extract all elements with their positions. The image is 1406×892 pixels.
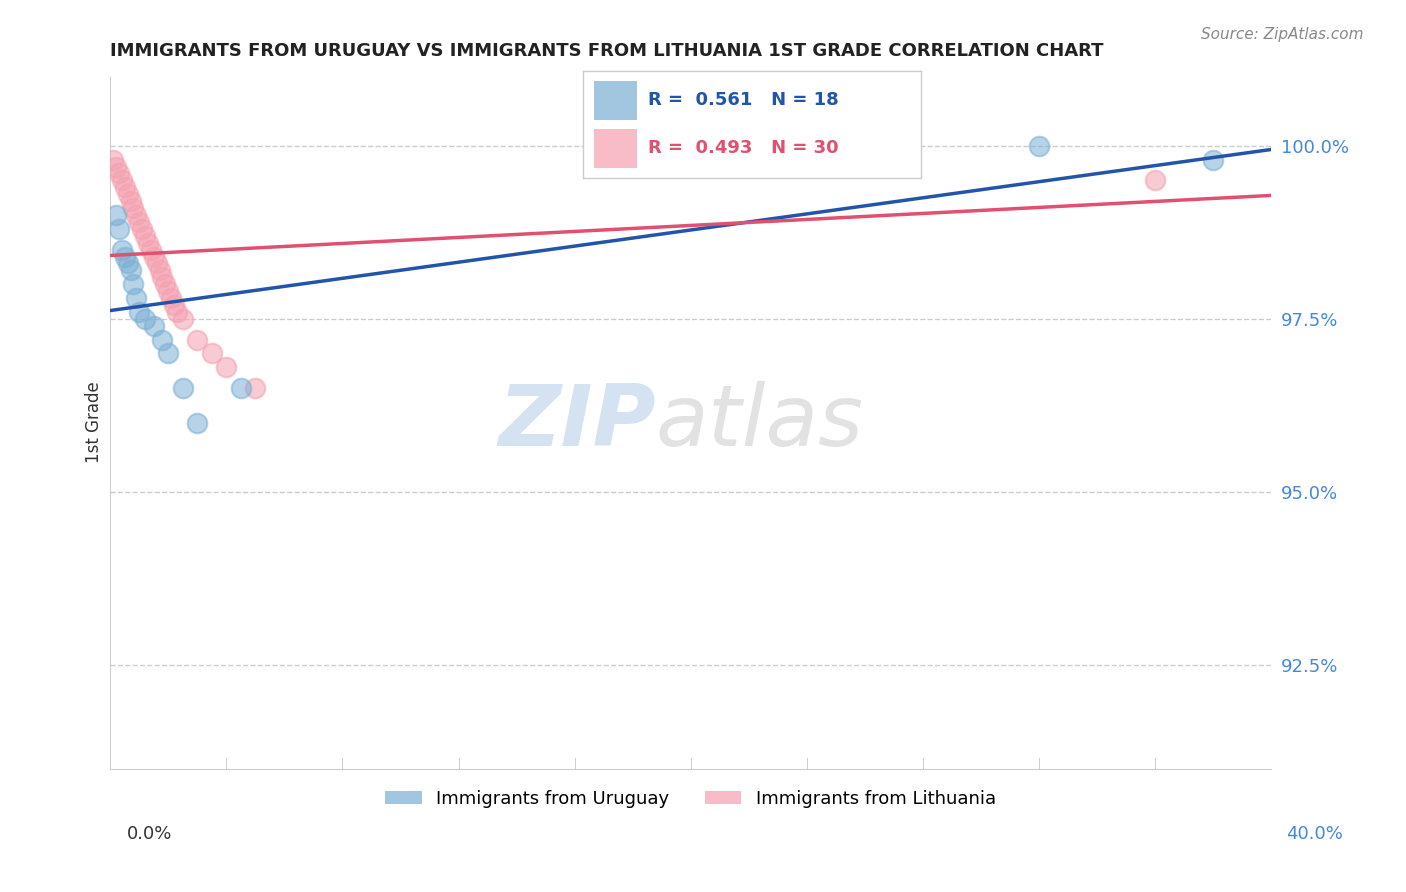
Point xyxy=(117,256,139,270)
Point xyxy=(155,277,177,292)
Point xyxy=(172,381,194,395)
Point xyxy=(215,360,238,375)
Point xyxy=(142,318,165,333)
Point xyxy=(105,160,128,174)
Point xyxy=(157,284,180,298)
Point xyxy=(186,333,208,347)
Point xyxy=(128,305,150,319)
Text: R =  0.561   N = 18: R = 0.561 N = 18 xyxy=(648,91,838,109)
Point xyxy=(1202,153,1225,167)
Legend: Immigrants from Uruguay, Immigrants from Lithuania: Immigrants from Uruguay, Immigrants from… xyxy=(378,782,1002,815)
Point xyxy=(152,333,174,347)
Point xyxy=(1143,173,1166,187)
Point xyxy=(120,194,142,209)
Point xyxy=(114,250,136,264)
Point xyxy=(131,222,153,236)
Point xyxy=(152,270,174,285)
Point xyxy=(125,291,148,305)
Point xyxy=(122,277,145,292)
Point xyxy=(142,250,165,264)
Point xyxy=(157,346,180,360)
Point xyxy=(148,263,170,277)
Point xyxy=(163,298,186,312)
Point xyxy=(111,173,134,187)
Y-axis label: 1st Grade: 1st Grade xyxy=(86,382,103,464)
Text: 40.0%: 40.0% xyxy=(1286,825,1343,843)
Text: Source: ZipAtlas.com: Source: ZipAtlas.com xyxy=(1201,27,1364,42)
Point xyxy=(139,243,162,257)
Point xyxy=(186,416,208,430)
Point xyxy=(128,215,150,229)
Bar xyxy=(593,81,637,120)
Point xyxy=(125,208,148,222)
Point xyxy=(117,187,139,202)
Text: IMMIGRANTS FROM URUGUAY VS IMMIGRANTS FROM LITHUANIA 1ST GRADE CORRELATION CHART: IMMIGRANTS FROM URUGUAY VS IMMIGRANTS FR… xyxy=(110,42,1104,60)
Bar xyxy=(593,129,637,168)
Point xyxy=(229,381,252,395)
Point xyxy=(108,222,131,236)
Point xyxy=(145,256,167,270)
Point xyxy=(136,235,159,250)
Point xyxy=(108,166,131,180)
Point xyxy=(172,311,194,326)
Text: atlas: atlas xyxy=(655,381,863,464)
Point xyxy=(201,346,224,360)
Text: R =  0.493   N = 30: R = 0.493 N = 30 xyxy=(648,139,838,157)
Point xyxy=(134,311,156,326)
Point xyxy=(134,228,156,243)
Point xyxy=(120,263,142,277)
Point xyxy=(245,381,267,395)
Point xyxy=(166,305,188,319)
Point xyxy=(1028,138,1050,153)
Point xyxy=(111,243,134,257)
Point xyxy=(160,291,183,305)
Point xyxy=(114,180,136,194)
Point xyxy=(592,138,614,153)
Text: 0.0%: 0.0% xyxy=(127,825,172,843)
Text: ZIP: ZIP xyxy=(498,381,655,464)
Point xyxy=(122,201,145,215)
Point xyxy=(105,208,128,222)
Point xyxy=(101,153,124,167)
